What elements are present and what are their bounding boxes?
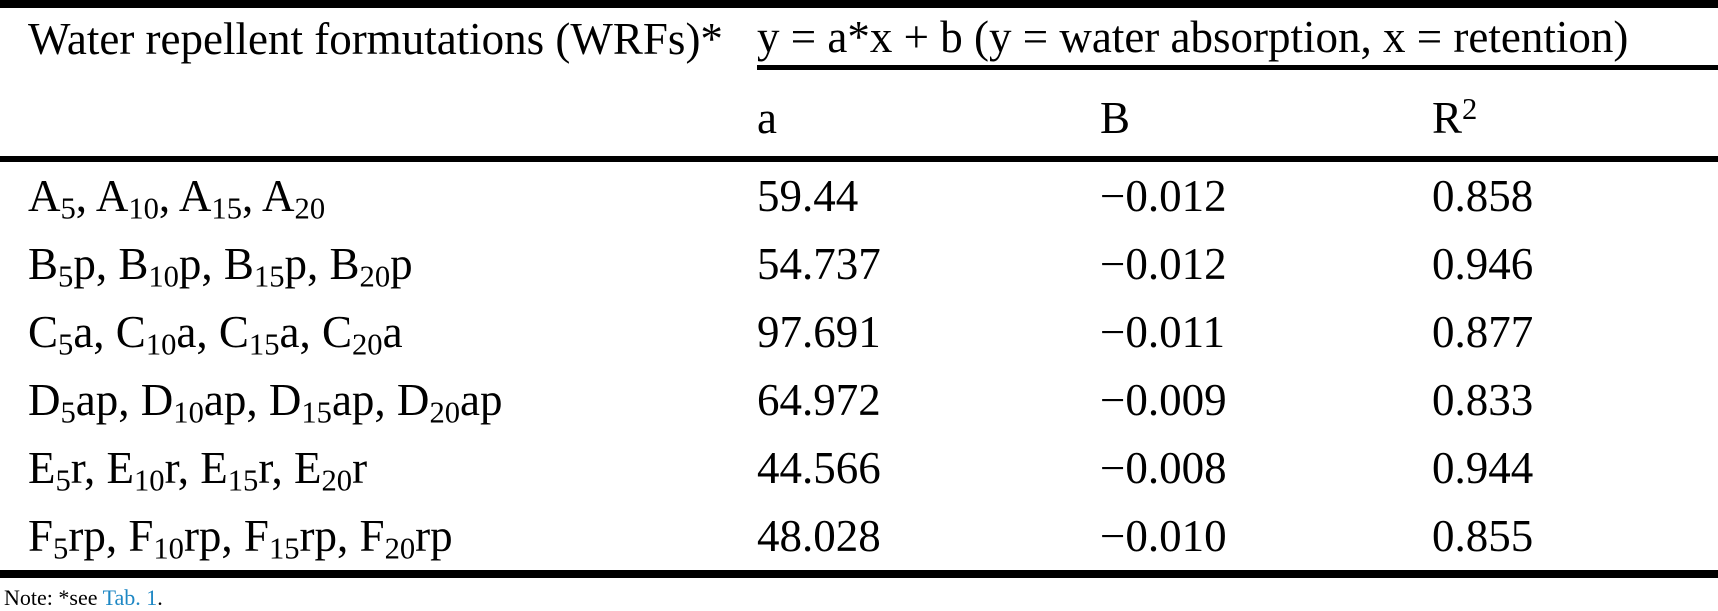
formulation-label: C5a, C10a, C15a, C20a [28,307,403,362]
value-r2: 0.946 [1432,239,1534,289]
value-b: −0.009 [1100,375,1227,425]
value-r2: 0.855 [1403,502,1718,578]
table-row: E5r, E10r, E15r, E20r 44.566 −0.008 0.94… [0,434,1718,502]
table-row: D5ap, D10ap, D15ap, D20ap 64.972 −0.009 … [0,366,1718,434]
value-r2: 0.944 [1432,443,1534,493]
wrf-column-header: Water repellent formutations (WRFs)* [28,14,723,64]
note-prefix: Note: *see [4,585,103,610]
value-a: 59.44 [757,171,859,221]
table-row: B5p, B10p, B15p, B20p 54.737 −0.012 0.94… [0,230,1718,298]
column-header-r2: R2 [1403,70,1718,162]
value-b: −0.012 [1100,171,1227,221]
table-note: Note: *see Tab. 1. [4,585,1718,611]
regression-table: Water repellent formutations (WRFs)* y =… [0,0,1718,578]
table-header-row-2: a B R2 [0,70,1718,162]
formulation-label: E5r, E10r, E15r, E20r [28,443,368,498]
empty-header-cell [0,70,730,162]
formulation-label: D5ap, D10ap, D15ap, D20ap [28,375,503,430]
value-b: −0.012 [1100,239,1227,289]
equation-header-text: y = a*x + b (y = water absorption, x = r… [757,11,1629,62]
formulation-label: F5rp, F10rp, F15rp, F20rp [0,502,730,578]
equation-header-cell: y = a*x + b (y = water absorption, x = r… [730,4,1718,70]
value-a: 54.737 [757,239,881,289]
value-b: −0.010 [1073,502,1403,578]
note-suffix: . [157,585,163,610]
table-header-row-1: Water repellent formutations (WRFs)* y =… [0,4,1718,70]
column-header-a: a [730,70,1073,162]
value-a: 97.691 [757,307,881,357]
value-r2: 0.858 [1432,171,1534,221]
tab-1-link[interactable]: Tab. 1 [102,585,158,610]
formulation-label: A5, A10, A15, A20 [28,171,326,226]
value-a: 64.972 [757,375,881,425]
column-header-b: B [1073,70,1403,162]
value-b: −0.011 [1100,307,1225,357]
table-row: F5rp, F10rp, F15rp, F20rp 48.028 −0.010 … [0,502,1718,578]
value-a: 48.028 [730,502,1073,578]
table-row: C5a, C10a, C15a, C20a 97.691 −0.011 0.87… [0,298,1718,366]
equation-header: y = a*x + b (y = water absorption, x = r… [757,8,1718,70]
value-r2: 0.877 [1432,307,1534,357]
value-b: −0.008 [1100,443,1227,493]
formulation-label: B5p, B10p, B15p, B20p [28,239,413,294]
value-a: 44.566 [757,443,881,493]
value-r2: 0.833 [1432,375,1534,425]
table-row: A5, A10, A15, A20 59.44 −0.012 0.858 [0,159,1718,230]
